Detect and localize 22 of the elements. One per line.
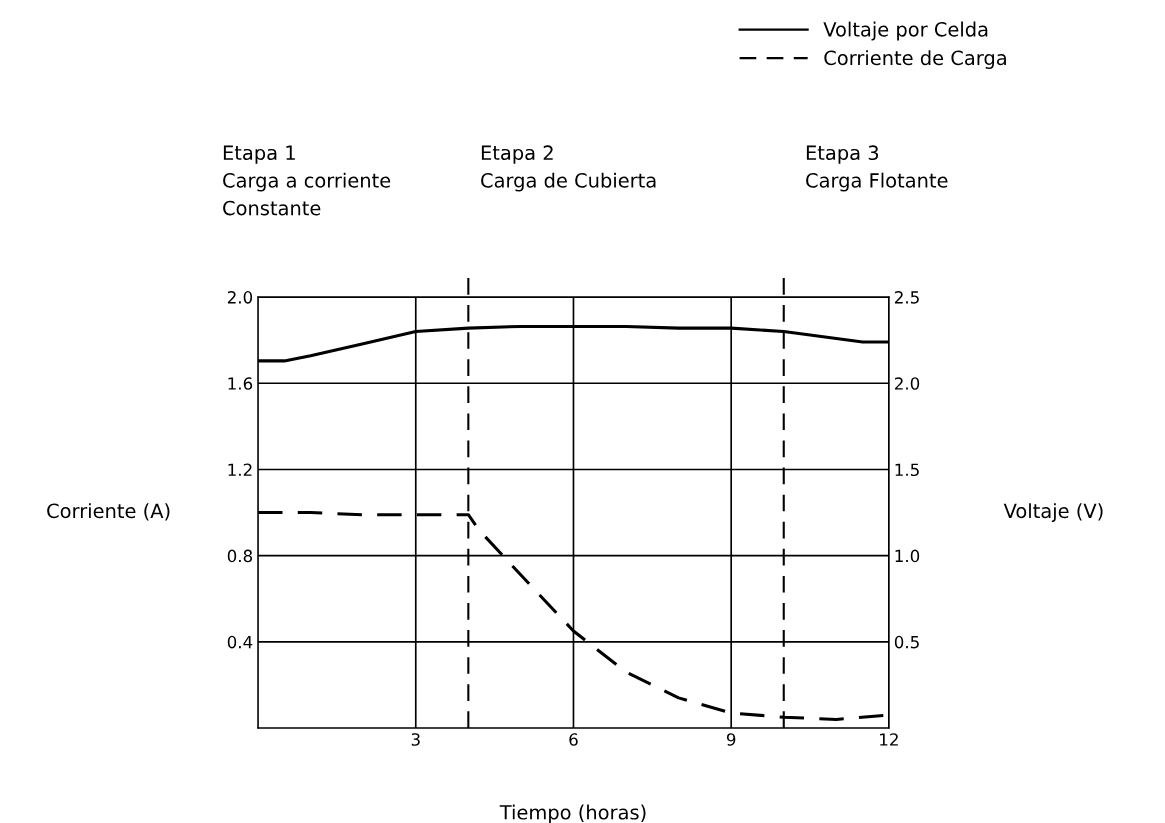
text: Etapa 2 Carga de Cubierta bbox=[481, 145, 656, 192]
x-tick-label: 9 bbox=[726, 733, 736, 746]
y2-tick-label: 2.0 bbox=[894, 377, 920, 390]
y-tick-label: 0.4 bbox=[227, 635, 253, 649]
y-tick-label: 2.0 bbox=[227, 291, 253, 304]
x-tick-label: 3 bbox=[411, 733, 420, 746]
text: Etapa 3 Carga Flotante bbox=[806, 145, 948, 192]
y-axis-title: Corriente (A) bbox=[47, 503, 170, 521]
y2-tick-label: 1.0 bbox=[895, 549, 920, 563]
y2-tick-label: 2.5 bbox=[894, 291, 919, 304]
legend-label: Corriente de Carga bbox=[824, 50, 1006, 69]
y2-tick-label: 1.5 bbox=[895, 463, 919, 477]
text: Etapa 1 Carga a corriente Constante bbox=[223, 145, 391, 216]
x-tick-label: 6 bbox=[569, 733, 578, 746]
y-tick-label: 1.6 bbox=[228, 377, 253, 390]
y2-axis-title: Voltaje (V) bbox=[1003, 503, 1103, 522]
y2-tick-label: 0.5 bbox=[894, 635, 919, 649]
x-tick-label: 12 bbox=[880, 733, 898, 746]
y-tick-label: 0.8 bbox=[227, 549, 253, 563]
legend-label: Voltaje por Celda bbox=[823, 21, 988, 41]
y-tick-label: 1.2 bbox=[228, 463, 252, 476]
x-axis-title: Tiempo (horas) bbox=[499, 804, 646, 823]
